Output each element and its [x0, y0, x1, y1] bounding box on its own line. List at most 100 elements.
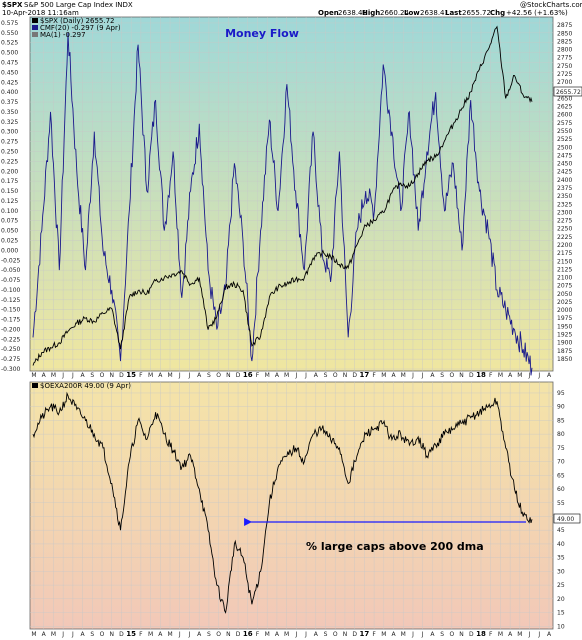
x-tick-label: J	[411, 631, 414, 638]
left-tick-label: 0.150	[1, 188, 18, 195]
right-tick-label: 2775	[557, 55, 572, 62]
x-tick-label: A	[197, 631, 202, 638]
x-tick-label: J	[421, 631, 424, 638]
left-tick-label: 0.100	[1, 208, 18, 215]
left-tick-label: -0.050	[1, 267, 21, 274]
bottom-grid	[33, 382, 550, 629]
top-last-price: 2655.72	[556, 89, 581, 96]
x-tick-label: D	[469, 372, 474, 379]
legend-oexa: $OEXA200R 49.00 (9 Apr)	[40, 382, 131, 390]
x-tick-label: M	[148, 631, 153, 638]
x-tick-label: J	[304, 372, 307, 379]
x-tick-label: O	[333, 372, 338, 379]
left-tick-label: -0.025	[1, 257, 21, 264]
last-value: 2655.72	[462, 9, 491, 17]
right-tick-label: 1850	[557, 356, 572, 363]
x-tick-label: J	[537, 372, 540, 379]
left-tick-label: 0.500	[1, 50, 18, 57]
x-tick-label: J	[178, 631, 181, 638]
left-tick-label: -0.150	[1, 307, 21, 314]
left-tick-label: 0.000	[1, 247, 18, 254]
legend-cmf: CMF(20) -0.297 (9 Apr)	[40, 24, 121, 32]
right-tick-label: 1875	[557, 348, 572, 355]
x-tick-label: A	[314, 372, 319, 379]
x-tick-label: M	[31, 372, 36, 379]
right-tick-label: 2825	[557, 38, 572, 45]
x-tick-label: J	[188, 372, 191, 379]
x-tick-label: M	[148, 372, 153, 379]
x-tick-label: D	[236, 631, 241, 638]
x-tick-label: F	[256, 631, 260, 638]
left-tick-label: 0.425	[1, 79, 18, 86]
right-tick-label: 2500	[557, 144, 572, 151]
x-tick-label: M	[498, 372, 503, 379]
right-tick-label: 2550	[557, 128, 572, 135]
right-tick-label: 2525	[557, 136, 572, 143]
right-tick-label: 2700	[557, 79, 572, 86]
x-tick-label: M	[401, 631, 406, 638]
legend-swatch-oexa	[32, 383, 38, 388]
left-tick-label: 0.175	[1, 178, 18, 185]
x-tick-label: M	[517, 372, 522, 379]
right-tick-label: 2625	[557, 104, 572, 111]
x-tick-label: 16	[243, 630, 253, 638]
x-tick-label: M	[517, 631, 522, 638]
right-tick-label: 2250	[557, 226, 572, 233]
left-tick-label: -0.075	[1, 277, 21, 284]
right-tick-label: 20	[557, 596, 565, 603]
x-tick-label: A	[42, 631, 47, 638]
x-tick-label: J	[411, 372, 414, 379]
right-tick-label: 35	[557, 555, 565, 562]
legend-swatch-spx	[32, 18, 38, 23]
right-tick-label: 2475	[557, 152, 572, 159]
high-label: High	[362, 9, 380, 17]
x-tick-label: A	[430, 372, 435, 379]
right-tick-label: 2025	[557, 299, 572, 306]
right-tick-label: 45	[557, 527, 565, 534]
right-tick-label: 80	[557, 431, 565, 438]
left-tick-label: 0.350	[1, 109, 18, 116]
x-tick-label: F	[489, 372, 493, 379]
right-tick-label: 2200	[557, 242, 572, 249]
top-grid	[33, 17, 550, 371]
x-tick-label: M	[401, 372, 406, 379]
x-tick-label: S	[207, 631, 211, 638]
left-tick-label: -0.125	[1, 297, 21, 304]
left-tick-label: 0.525	[1, 40, 18, 47]
x-tick-label: S	[207, 372, 211, 379]
right-tick-label: 2125	[557, 266, 572, 273]
x-tick-label: F	[139, 372, 143, 379]
header-symbol: $SPX	[2, 1, 23, 9]
header-watermark: @StockCharts.com	[520, 1, 582, 9]
x-tick-label: 17	[360, 630, 370, 638]
right-tick-label: 25	[557, 582, 565, 589]
x-tick-label: S	[440, 372, 444, 379]
left-tick-label: 0.025	[1, 237, 18, 244]
x-tick-label: O	[100, 631, 105, 638]
legend-swatch-ma	[32, 32, 38, 37]
x-tick-label: M	[31, 631, 36, 638]
right-tick-label: 10	[557, 623, 565, 630]
header-datetime: 10-Apr-2018 11:16am	[2, 9, 79, 17]
right-tick-label: 2150	[557, 258, 572, 265]
right-tick-label: 2875	[557, 22, 572, 29]
right-tick-label: 2750	[557, 63, 572, 70]
x-tick-label: M	[498, 631, 503, 638]
right-tick-label: 2350	[557, 193, 572, 200]
left-tick-label: 0.050	[1, 228, 18, 235]
last-label: Last	[445, 9, 462, 17]
x-tick-label: J	[188, 631, 191, 638]
right-tick-label: 2075	[557, 283, 572, 290]
left-tick-label: 0.400	[1, 89, 18, 96]
x-tick-label: A	[42, 372, 47, 379]
right-tick-label: 2425	[557, 169, 572, 176]
x-tick-label: A	[508, 372, 513, 379]
x-tick-label: A	[547, 372, 552, 379]
right-tick-label: 2575	[557, 120, 572, 127]
left-tick-label: -0.100	[1, 287, 21, 294]
legend-ma: MA(1) -0.297	[40, 31, 86, 39]
right-tick-label: 90	[557, 404, 565, 411]
x-tick-label: J	[528, 631, 531, 638]
